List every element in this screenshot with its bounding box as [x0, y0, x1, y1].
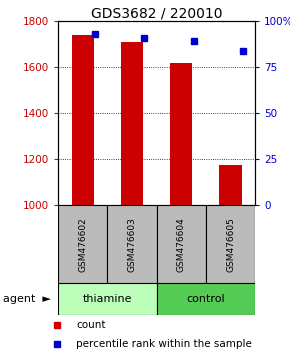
FancyBboxPatch shape: [206, 205, 255, 283]
Text: count: count: [76, 320, 106, 330]
Bar: [220, 165, 242, 205]
Text: agent  ►: agent ►: [3, 294, 51, 304]
Title: GDS3682 / 220010: GDS3682 / 220010: [91, 6, 222, 20]
Text: percentile rank within the sample: percentile rank within the sample: [76, 339, 252, 349]
FancyBboxPatch shape: [107, 205, 157, 283]
Text: GSM476603: GSM476603: [127, 217, 137, 272]
Text: thiamine: thiamine: [83, 294, 132, 304]
FancyBboxPatch shape: [157, 283, 255, 315]
Text: GSM476604: GSM476604: [177, 217, 186, 272]
Bar: [170, 63, 192, 205]
Bar: [121, 42, 143, 205]
FancyBboxPatch shape: [58, 283, 157, 315]
Text: GSM476602: GSM476602: [78, 217, 87, 272]
Text: control: control: [186, 294, 225, 304]
Text: GSM476605: GSM476605: [226, 217, 235, 272]
FancyBboxPatch shape: [58, 205, 255, 283]
FancyBboxPatch shape: [58, 205, 107, 283]
FancyBboxPatch shape: [157, 205, 206, 283]
Bar: [72, 35, 94, 205]
